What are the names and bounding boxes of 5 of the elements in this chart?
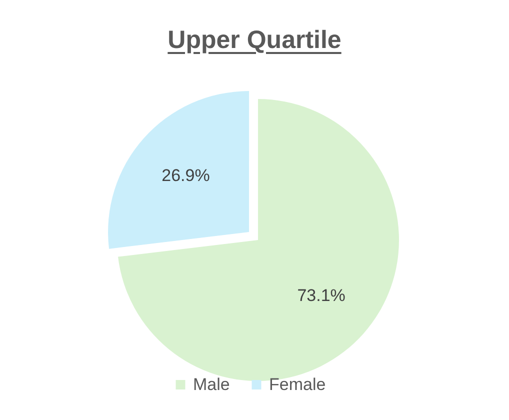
legend-label: Female <box>269 374 326 394</box>
chart-title: Upper Quartile <box>166 26 342 55</box>
data-label: 26.9% <box>162 166 210 185</box>
data-label: 73.1% <box>297 286 346 306</box>
legend-label: Male <box>193 374 230 394</box>
